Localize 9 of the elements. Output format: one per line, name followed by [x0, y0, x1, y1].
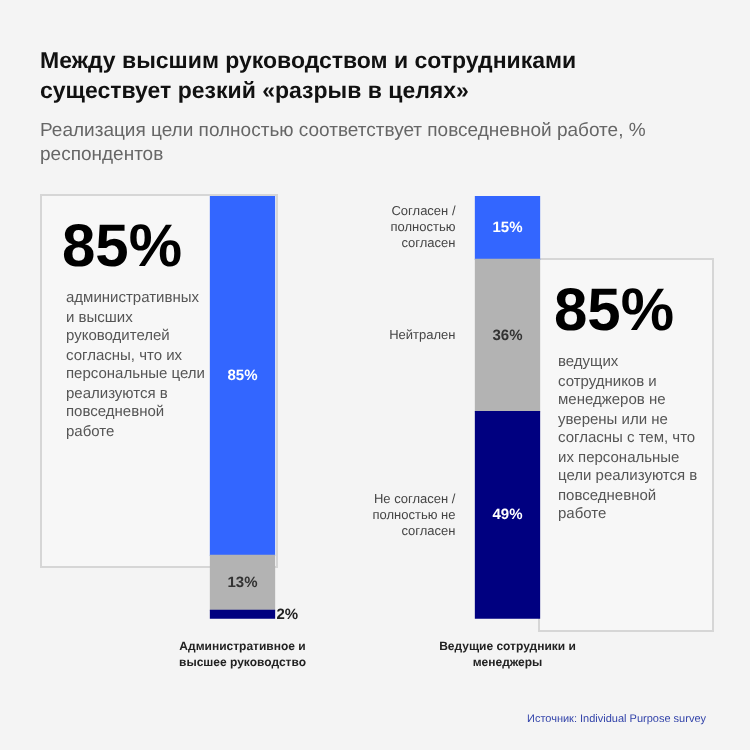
bar [474, 196, 541, 261]
bar [474, 410, 541, 619]
bar [209, 196, 276, 557]
chart-subtitle: Реализация цели полностью соответствует повседневной работе, % респондентов [40, 120, 648, 168]
annotation: 85% [62, 214, 183, 280]
bar [209, 554, 276, 611]
chart-title: Между высшим руководством и сотрудниками существует резкий «разрыв в целях» [40, 48, 579, 108]
annotation: 85% [554, 278, 675, 344]
bar [474, 258, 541, 413]
